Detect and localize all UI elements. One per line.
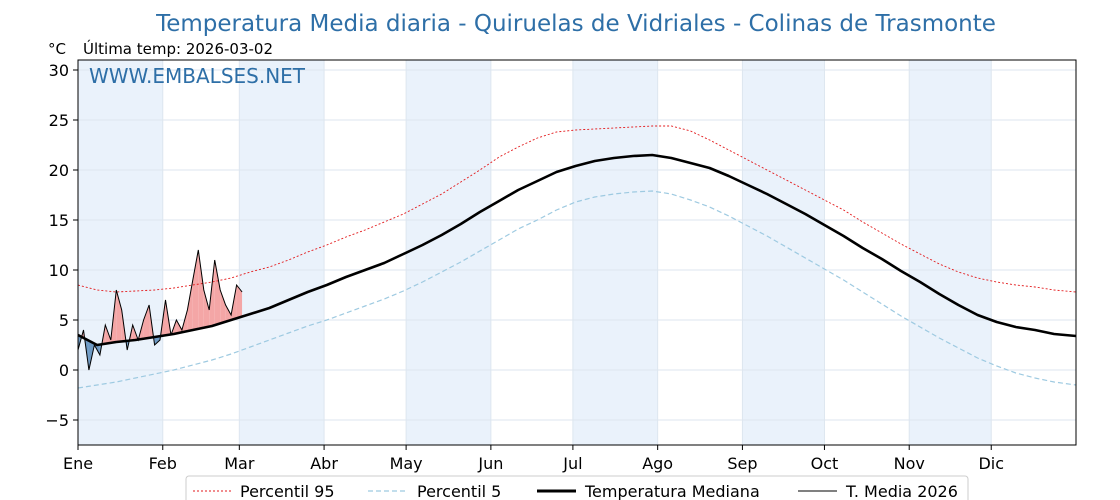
x-tick-label: Sep	[727, 454, 757, 473]
chart-title: Temperatura Media diaria - Quiruelas de …	[155, 11, 996, 37]
x-tick-label: Jun	[477, 454, 503, 473]
x-tick-label: May	[390, 454, 423, 473]
x-tick-label: Ene	[63, 454, 93, 473]
last-temp-label: Última temp: 2026-03-02	[83, 39, 273, 58]
x-tick-label: Feb	[149, 454, 177, 473]
y-tick-label: 25	[49, 111, 69, 130]
series-line-current	[77, 249, 243, 371]
month-band	[406, 60, 491, 445]
y-tick-label: 15	[49, 211, 69, 230]
series-line-p95	[77, 125, 1077, 293]
legend-p95-label: Percentil 95	[240, 482, 335, 500]
month-band	[909, 60, 992, 445]
deviation-area	[236, 285, 243, 319]
y-tick-label: −5	[45, 411, 69, 430]
legend-p5-label: Percentil 5	[417, 482, 501, 500]
deviation-area	[154, 336, 161, 345]
series-lines	[77, 125, 1077, 389]
x-tick-label: Ago	[642, 454, 673, 473]
month-band	[78, 60, 163, 445]
x-tick-label: Mar	[224, 454, 255, 473]
deviation-area	[143, 305, 150, 339]
y-unit-label: °C	[48, 40, 66, 58]
x-tick-label: Nov	[894, 454, 925, 473]
x-tick-label: Oct	[811, 454, 839, 473]
month-bands	[78, 60, 992, 445]
month-band	[742, 60, 825, 445]
plot-frame	[77, 59, 1077, 446]
y-tick-label: 5	[59, 311, 69, 330]
x-tick-label: Jul	[562, 454, 582, 473]
deviation-area	[203, 290, 210, 328]
y-tick-label: 30	[49, 61, 69, 80]
deviation-area	[198, 250, 204, 329]
deviation-area	[225, 305, 232, 322]
legend-box	[185, 475, 969, 500]
legend-median-label: Temperatura Mediana	[584, 482, 760, 500]
legend: Percentil 95 Percentil 5 Temperatura Med…	[185, 475, 969, 500]
x-axis-ticks: Ene Feb Mar Abr May Jun Jul Ago Sep Oct Nov Dic	[63, 445, 1004, 473]
deviation-area	[214, 260, 221, 326]
deviation-area	[220, 290, 226, 324]
legend-current-label: T. Media 2026	[845, 482, 958, 500]
y-axis-ticks: −5 0 5 10 15 20 25 30	[45, 61, 78, 430]
x-tick-label: Abr	[310, 454, 338, 473]
y-tick-label: 10	[49, 261, 69, 280]
y-tick-label: 20	[49, 161, 69, 180]
deviation-area	[116, 290, 122, 342]
series-line-median	[77, 153, 1077, 347]
series-line-p5	[77, 190, 1077, 389]
x-tick-label: Dic	[978, 454, 1004, 473]
deviation-area	[192, 250, 199, 330]
month-band	[239, 60, 325, 445]
deviation-area	[187, 280, 193, 332]
y-tick-label: 0	[59, 361, 69, 380]
month-band	[572, 60, 658, 445]
watermark: WWW.EMBALSES.NET	[89, 64, 306, 88]
